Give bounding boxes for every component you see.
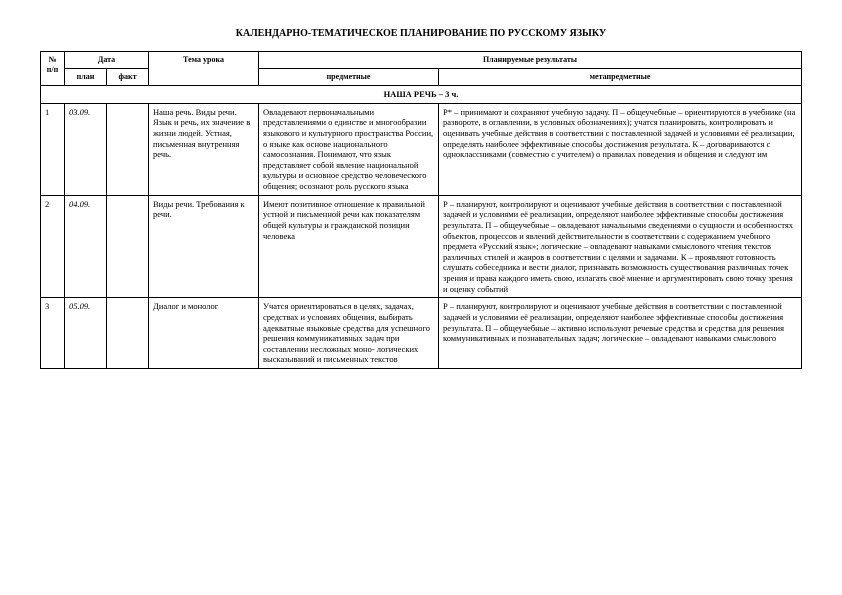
- th-plan: план: [65, 69, 107, 86]
- cell-topic: Виды речи. Требования к речи.: [149, 195, 259, 298]
- th-results: Планируемые результаты: [259, 52, 802, 69]
- cell-num: 1: [41, 103, 65, 195]
- table-row: 2 04.09. Виды речи. Требования к речи. И…: [41, 195, 802, 298]
- th-num: № п/п: [41, 52, 65, 86]
- cell-meta: Р – планируют, контролируют и оценивают …: [439, 298, 802, 369]
- cell-num: 2: [41, 195, 65, 298]
- cell-date-plan: 03.09.: [65, 103, 107, 195]
- th-fact: факт: [107, 69, 149, 86]
- cell-subject: Учатся ориентироваться в целях, задачах,…: [259, 298, 439, 369]
- cell-meta: Р* – принимают и сохраняют учебную задач…: [439, 103, 802, 195]
- table-row: 1 03.09. Наша речь. Виды речи. Язык и ре…: [41, 103, 802, 195]
- planning-table: № п/п Дата Тема урока Планируемые резуль…: [40, 51, 802, 369]
- cell-date-fact: [107, 195, 149, 298]
- cell-date-fact: [107, 298, 149, 369]
- th-meta: метапредметные: [439, 69, 802, 86]
- th-date: Дата: [65, 52, 149, 69]
- table-row: 3 05.09. Диалог и монолог Учатся ориенти…: [41, 298, 802, 369]
- section-row: НАША РЕЧЬ – 3 ч.: [41, 86, 802, 104]
- cell-date-plan: 05.09.: [65, 298, 107, 369]
- section-title: НАША РЕЧЬ – 3 ч.: [41, 86, 802, 104]
- cell-subject: Овладевают первоначальными представления…: [259, 103, 439, 195]
- cell-num: 3: [41, 298, 65, 369]
- page-title: КАЛЕНДАРНО-ТЕМАТИЧЕСКОЕ ПЛАНИРОВАНИЕ ПО …: [40, 28, 802, 39]
- cell-topic: Диалог и монолог: [149, 298, 259, 369]
- cell-meta: Р – планируют, контролируют и оценивают …: [439, 195, 802, 298]
- cell-subject: Имеют позитивное отношение к правильной …: [259, 195, 439, 298]
- cell-date-fact: [107, 103, 149, 195]
- cell-topic: Наша речь. Виды речи. Язык и речь, их зн…: [149, 103, 259, 195]
- cell-date-plan: 04.09.: [65, 195, 107, 298]
- th-topic: Тема урока: [149, 52, 259, 86]
- th-subject: предметные: [259, 69, 439, 86]
